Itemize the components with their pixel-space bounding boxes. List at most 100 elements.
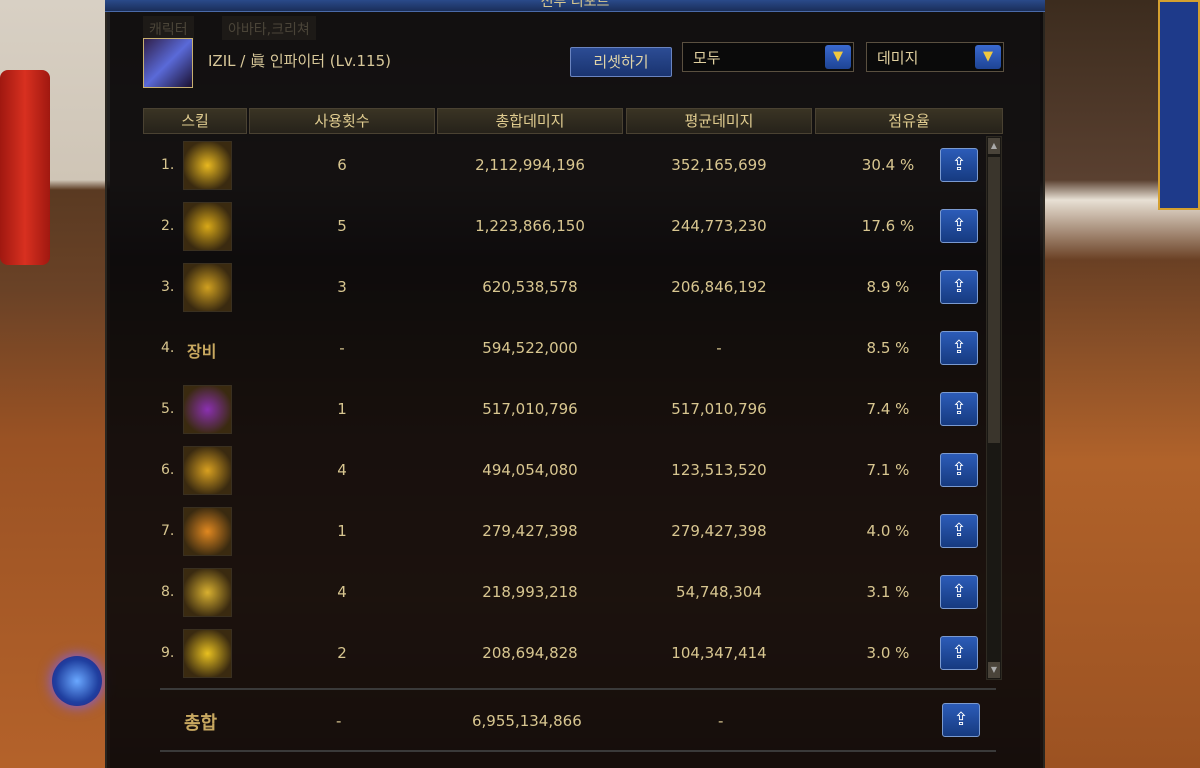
share-icon[interactable]: ⇪ <box>940 209 978 243</box>
chevron-down-icon[interactable]: ▼ <box>825 45 851 69</box>
skill-icon <box>183 629 232 678</box>
scroll-up-icon[interactable]: ▲ <box>988 138 1000 154</box>
use-count: - <box>339 339 345 357</box>
table-row: 7. 1 279,427,398 279,427,398 4.0 % ⇪ <box>143 501 983 562</box>
average-damage: 104,347,414 <box>671 644 767 662</box>
bg-tab-avatar: 아바타,크리쳐 <box>222 16 316 40</box>
window-title: 전투 리포트 <box>540 0 610 10</box>
average-damage: 206,846,192 <box>671 278 767 296</box>
use-count: 1 <box>337 400 347 418</box>
average-damage: 244,773,230 <box>671 217 767 235</box>
share-icon[interactable]: ⇪ <box>940 514 978 548</box>
skill-icon <box>183 141 232 190</box>
skill-icon <box>183 507 232 556</box>
use-count: 4 <box>337 583 347 601</box>
scrollbar-thumb[interactable] <box>988 157 1000 443</box>
filter-select[interactable]: 모두 ▼ <box>682 42 854 72</box>
divider <box>160 688 996 690</box>
column-header-average[interactable]: 평균데미지 <box>626 108 812 134</box>
metric-select-value: 데미지 <box>877 49 919 67</box>
reset-button[interactable]: 리셋하기 <box>570 47 672 77</box>
table-row: 5. 1 517,010,796 517,010,796 7.4 % ⇪ <box>143 379 983 440</box>
rank: 3. <box>161 279 175 295</box>
average-damage: 352,165,699 <box>671 156 767 174</box>
total-damage: 279,427,398 <box>482 522 578 540</box>
punching-bag <box>0 70 50 265</box>
skill-icon <box>183 385 232 434</box>
window-title-bar[interactable]: 전투 리포트 <box>105 0 1045 12</box>
table-row: 8. 4 218,993,218 54,748,304 3.1 % ⇪ <box>143 562 983 623</box>
skill-icon <box>183 202 232 251</box>
orb-icon[interactable] <box>52 656 102 706</box>
average-damage: 123,513,520 <box>671 461 767 479</box>
rank: 5. <box>161 401 175 417</box>
scrollbar[interactable]: ▲ ▼ <box>986 136 1002 680</box>
equipment-label: 장비 <box>187 342 217 361</box>
skill-icon <box>183 263 232 312</box>
skill-icon <box>183 446 232 495</box>
skill-icon <box>183 568 232 617</box>
rank: 6. <box>161 462 175 478</box>
total-damage: 620,538,578 <box>482 278 578 296</box>
rank: 9. <box>161 645 175 661</box>
share-icon[interactable]: ⇪ <box>940 636 978 670</box>
average-damage: 517,010,796 <box>671 400 767 418</box>
total-count: - <box>336 712 342 730</box>
share-percent: 8.9 % <box>866 278 910 296</box>
share-percent: 8.5 % <box>866 339 910 357</box>
average-damage: 54,748,304 <box>676 583 762 601</box>
share-percent: 7.1 % <box>866 461 910 479</box>
filter-select-value: 모두 <box>693 49 721 67</box>
character-name: IZIL / 眞 인파이터 (Lv.115) <box>208 52 391 70</box>
rank: 2. <box>161 218 175 234</box>
table-row: 6. 4 494,054,080 123,513,520 7.1 % ⇪ <box>143 440 983 501</box>
total-average: - <box>718 712 724 730</box>
bg-tab-character: 캐릭터 <box>143 16 194 40</box>
table-row: 4. 장비 - 594,522,000 - 8.5 % ⇪ <box>143 318 983 379</box>
total-damage: 1,223,866,150 <box>475 217 585 235</box>
share-percent: 3.1 % <box>866 583 910 601</box>
rank: 1. <box>161 157 175 173</box>
total-damage: 594,522,000 <box>482 339 578 357</box>
share-icon[interactable]: ⇪ <box>940 331 978 365</box>
table-row: 3. 3 620,538,578 206,846,192 8.9 % ⇪ <box>143 257 983 318</box>
column-header-count[interactable]: 사용횟수 <box>249 108 435 134</box>
use-count: 3 <box>337 278 347 296</box>
tiger-banner <box>1158 0 1200 210</box>
rank: 8. <box>161 584 175 600</box>
share-icon[interactable]: ⇪ <box>940 453 978 487</box>
column-header-skill[interactable]: 스킬 <box>143 108 247 134</box>
metric-select[interactable]: 데미지 ▼ <box>866 42 1004 72</box>
share-percent: 30.4 % <box>861 156 915 174</box>
rank: 7. <box>161 523 175 539</box>
share-percent: 4.0 % <box>866 522 910 540</box>
divider <box>160 750 996 752</box>
share-icon[interactable]: ⇪ <box>940 575 978 609</box>
use-count: 1 <box>337 522 347 540</box>
chevron-down-icon[interactable]: ▼ <box>975 45 1001 69</box>
share-percent: 7.4 % <box>866 400 910 418</box>
total-damage: 218,993,218 <box>482 583 578 601</box>
share-percent: 3.0 % <box>866 644 910 662</box>
total-damage: 494,054,080 <box>482 461 578 479</box>
average-damage: - <box>716 339 722 357</box>
avatar <box>143 38 193 88</box>
average-damage: 279,427,398 <box>671 522 767 540</box>
table-row: 1. 6 2,112,994,196 352,165,699 30.4 % ⇪ <box>143 135 983 196</box>
total-damage: 6,955,134,866 <box>472 712 582 730</box>
share-icon[interactable]: ⇪ <box>940 392 978 426</box>
use-count: 5 <box>337 217 347 235</box>
scroll-down-icon[interactable]: ▼ <box>988 662 1000 678</box>
rank: 4. <box>161 340 175 356</box>
use-count: 6 <box>337 156 347 174</box>
column-header-total[interactable]: 총합데미지 <box>437 108 623 134</box>
share-icon[interactable]: ⇪ <box>942 703 980 737</box>
total-damage: 517,010,796 <box>482 400 578 418</box>
use-count: 4 <box>337 461 347 479</box>
total-damage: 2,112,994,196 <box>475 156 585 174</box>
share-icon[interactable]: ⇪ <box>940 270 978 304</box>
column-header-share[interactable]: 점유율 <box>815 108 1003 134</box>
share-icon[interactable]: ⇪ <box>940 148 978 182</box>
total-damage: 208,694,828 <box>482 644 578 662</box>
use-count: 2 <box>337 644 347 662</box>
